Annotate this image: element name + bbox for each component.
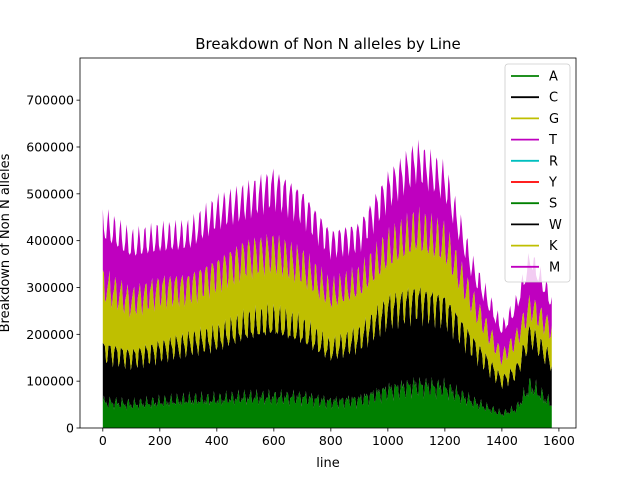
legend-label-T: T — [548, 133, 557, 148]
y-tick-label: 0 — [66, 421, 74, 436]
plot-frame — [79, 57, 577, 429]
x-tick-label: 400 — [205, 433, 229, 448]
legend-label-G: G — [549, 112, 559, 127]
x-tick-label: 1600 — [543, 433, 575, 448]
plot-areas — [102, 139, 552, 428]
x-tick-label: 1400 — [486, 433, 518, 448]
y-tick-label: 700000 — [26, 93, 74, 108]
chart-title: Breakdown of Non N alleles by Line — [195, 35, 461, 53]
y-tick-label: 400000 — [26, 233, 74, 248]
legend-label-A: A — [549, 70, 558, 85]
x-tick-label: 0 — [99, 433, 107, 448]
area-A — [102, 376, 552, 428]
legend-label-S: S — [549, 197, 557, 212]
y-tick-label: 600000 — [26, 139, 74, 154]
y-tick-label: 200000 — [26, 327, 74, 342]
x-tick-label: 600 — [262, 433, 286, 448]
legend-label-M: M — [549, 260, 560, 275]
x-axis-label: line — [316, 456, 339, 471]
area-T — [102, 139, 552, 366]
x-tick-label: 200 — [148, 433, 172, 448]
legend-label-C: C — [549, 91, 558, 106]
y-tick-label: 100000 — [26, 374, 74, 389]
legend-label-K: K — [549, 239, 558, 254]
x-tick-label: 1200 — [429, 433, 461, 448]
area-G — [102, 206, 552, 390]
legend-label-Y: Y — [548, 176, 557, 191]
area-C — [102, 286, 552, 417]
x-tick-label: 1000 — [372, 433, 404, 448]
y-tick-label: 300000 — [26, 280, 74, 295]
x-tick-label: 800 — [319, 433, 343, 448]
y-axis-ticks: 0 100000 200000 300000 400000 500000 600000 700… — [26, 93, 80, 436]
y-tick-label: 500000 — [26, 186, 74, 201]
x-axis-ticks: 0 200 400 600 800 1000 1200 1400 1600 — [99, 428, 575, 448]
y-axis-label: Breakdown of Non N alleles — [0, 153, 13, 332]
legend-label-W: W — [549, 218, 562, 233]
legend-label-R: R — [549, 154, 558, 169]
